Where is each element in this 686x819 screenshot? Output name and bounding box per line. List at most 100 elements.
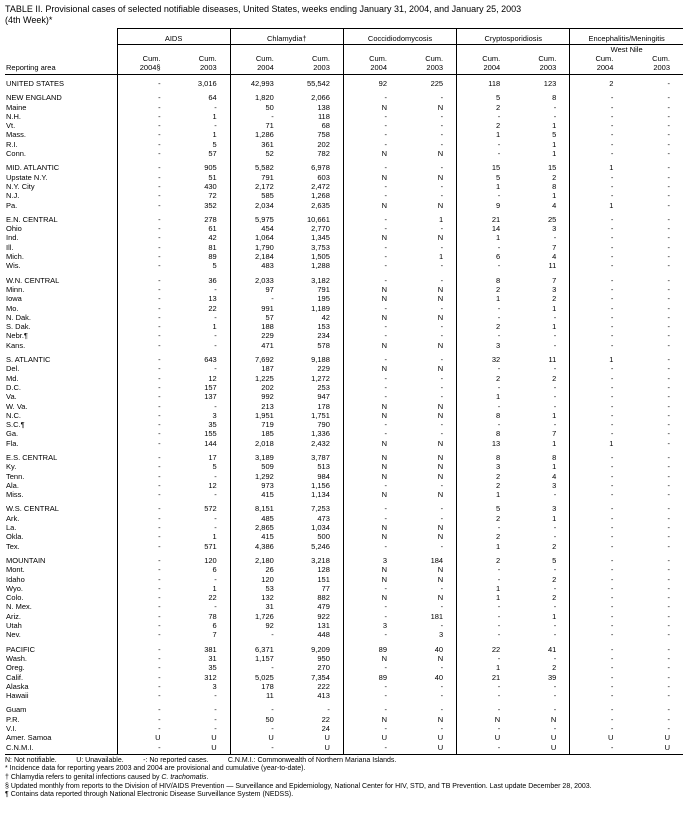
value-cell: 3,787 [311, 452, 330, 462]
value-cell: 42 [321, 312, 330, 322]
value-cell: 2 [552, 172, 557, 182]
reporting-area-cell: Kans. [6, 340, 26, 350]
value-cell: - [116, 111, 174, 122]
value-cell: - [342, 130, 400, 140]
value-cell: U [229, 733, 287, 743]
table-row: Maine - - 50 138 N N 2 - - - [5, 102, 683, 112]
value-cell: - [667, 644, 671, 654]
subheader-cum-2004: Cum. 2004 [342, 54, 400, 75]
value-cell: - [214, 471, 217, 481]
table-row: N.C. - 3 1,951 1,751 N N 8 1 - - [5, 410, 683, 421]
value-cell: - [667, 541, 671, 551]
value-cell: 26 [229, 565, 287, 575]
reporting-area-cell: N. Mex. [6, 602, 32, 612]
table-row: Wyo. - 1 53 77 - - 1 - - - [5, 583, 683, 594]
value-cell: - [569, 149, 627, 159]
value-cell: - [116, 284, 174, 295]
value-cell: - [553, 523, 557, 533]
value-cell: N [437, 653, 444, 663]
value-cell: 5 [552, 555, 557, 565]
value-cell: 50 [229, 102, 287, 112]
value-cell: 12 [208, 480, 217, 490]
value-cell: 253 [317, 382, 330, 392]
region-row: MID. ATLANTIC - 905 5,582 6,978 - - 15 15 1 - [5, 158, 683, 173]
value-cell: 151 [317, 574, 330, 584]
value-cell: 120 [229, 574, 287, 584]
value-cell: 3 [212, 410, 217, 420]
value-cell: - [342, 513, 400, 524]
value-cell: - [440, 392, 444, 402]
reporting-area-cell: Idaho [6, 574, 25, 584]
region-row: MOUNTAIN - 120 2,180 3,218 3 184 2 5 - - [5, 550, 683, 566]
value-cell: - [553, 490, 557, 500]
value-cell: - [569, 593, 627, 603]
reporting-area-cell: Ind. [6, 233, 19, 243]
value-cell: - [569, 583, 627, 594]
value-cell: - [116, 550, 174, 566]
value-cell: - [456, 621, 514, 631]
table-body: UNITED STATES -3,016 42,993 55,542 92 225 118 1… [5, 74, 683, 755]
value-cell: 947 [317, 392, 330, 402]
value-cell: 1 [552, 462, 557, 472]
value-cell: - [214, 312, 217, 322]
value-cell: 1 [569, 158, 627, 173]
value-cell: 15 [456, 158, 514, 173]
value-cell: 1,292 [229, 471, 287, 481]
value-cell: - [116, 672, 174, 682]
value-cell: - [667, 130, 671, 140]
value-cell: - [569, 88, 627, 103]
value-cell: 7,692 [229, 350, 287, 365]
value-cell: - [569, 681, 627, 692]
subheader-cum-2004: Cum. 2004 [569, 54, 627, 75]
value-cell: 25 [547, 214, 557, 224]
value-cell: - [667, 382, 671, 392]
value-cell: - [553, 681, 557, 691]
value-cell: - [116, 172, 174, 182]
value-cell: 187 [229, 364, 287, 374]
value-cell: - [456, 700, 514, 715]
value-cell: - [667, 224, 671, 234]
value-cell: - [667, 452, 671, 462]
value-cell: N [342, 364, 400, 374]
col-group-cryptosporidiosis: Cryptosporidiosis [456, 28, 570, 45]
value-cell: 42,993 [229, 74, 287, 89]
value-cell: - [569, 392, 627, 402]
value-cell: N [456, 714, 514, 724]
value-cell: 13 [456, 438, 514, 448]
value-cell: 415 [229, 532, 287, 542]
value-cell: 1 [552, 322, 557, 332]
value-cell: 1 [456, 392, 514, 402]
value-cell: - [667, 555, 671, 565]
value-cell: N [437, 565, 444, 575]
value-cell: - [667, 191, 671, 201]
value-cell: 81 [208, 242, 217, 252]
footnote-dagger-italic: C. trachomatis [161, 774, 207, 782]
value-cell: 144 [204, 438, 217, 448]
value-cell: 4 [552, 200, 557, 210]
value-cell: 77 [321, 583, 330, 593]
value-cell: 1 [456, 583, 514, 594]
reporting-area-cell: Va. [6, 392, 17, 402]
value-cell: 2,472 [311, 181, 330, 191]
value-cell: - [569, 639, 627, 654]
col-group-aids: AIDS [116, 28, 231, 45]
value-cell: - [342, 242, 400, 253]
value-cell: 50 [229, 714, 287, 724]
value-cell: - [116, 270, 174, 285]
subheader-cum-2003: Cum. 2003 [173, 54, 231, 75]
value-cell: 572 [204, 504, 217, 514]
value-cell: 9,209 [311, 644, 330, 654]
value-cell: - [214, 490, 217, 500]
region-row: E.N. CENTRAL - 278 5,975 10,661 - 1 21 25 - - [5, 209, 683, 225]
value-cell: - [553, 724, 557, 733]
value-cell: - [667, 410, 671, 420]
value-cell: - [342, 691, 400, 701]
spacer-cell [116, 44, 231, 54]
value-cell: N [342, 447, 400, 463]
value-cell: 500 [317, 532, 330, 542]
value-cell: - [569, 364, 627, 374]
value-cell: - [229, 700, 287, 715]
table-row: C.N.M.I. - U - U - U - U - U [5, 742, 683, 755]
value-cell: 10,661 [306, 214, 330, 224]
value-cell: - [116, 681, 174, 692]
